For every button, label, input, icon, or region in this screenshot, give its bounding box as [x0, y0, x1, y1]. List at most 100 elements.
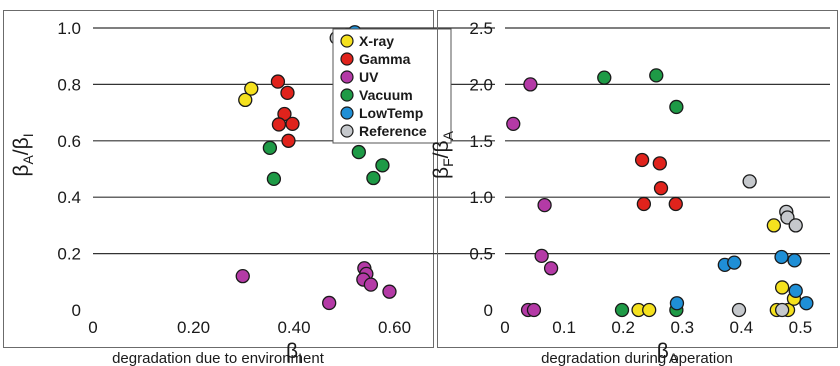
x-tick-label: 0.40	[277, 318, 310, 337]
y-axis-label-part: F	[440, 158, 456, 167]
point-vacuum	[351, 144, 366, 160]
point-x-ray	[766, 218, 782, 233]
legend-marker	[340, 52, 354, 66]
point-reference	[774, 302, 790, 318]
legend-entry: Vacuum	[359, 87, 413, 103]
x-axis-subscript: A	[669, 350, 679, 366]
y-axis-label-part: I	[20, 133, 36, 137]
y-tick-label: 2.0	[469, 75, 493, 94]
point-uv	[363, 277, 379, 292]
y-axis-label-part: A	[20, 155, 36, 165]
y-axis-label-part: β	[10, 137, 33, 149]
point-reference	[731, 302, 747, 318]
point-gamma	[270, 74, 286, 89]
point-vacuum	[366, 170, 381, 186]
y-axis-label: βA/βI	[10, 133, 36, 176]
point-gamma	[281, 133, 296, 148]
point-vacuum	[669, 99, 684, 115]
y-tick-label: 2.5	[469, 19, 493, 38]
panel-frame	[437, 10, 838, 348]
point-gamma	[652, 156, 667, 171]
point-gamma	[634, 152, 650, 168]
x-axis-symbol: β	[286, 340, 298, 363]
point-vacuum	[649, 68, 664, 83]
x-tick-label: 0.3	[670, 318, 694, 337]
legend-marker	[340, 124, 354, 138]
chart-panel-2: 00.51.01.52.02.50 0.1 0.2 0.3 0.4 0.5βAβF/βAd…	[430, 10, 838, 366]
x-axis-subscript: I	[298, 350, 302, 366]
y-axis-label: βF/βA	[430, 130, 456, 179]
point-uv	[235, 269, 250, 284]
point-gamma	[280, 85, 295, 101]
point-gamma	[271, 117, 287, 132]
legend: X-ray Gamma UV Vacuum LowTemp Reference	[332, 28, 452, 144]
point-uv	[526, 302, 542, 318]
point-vacuum	[266, 171, 282, 187]
point-uv	[543, 261, 559, 276]
point-x-ray	[642, 302, 657, 318]
x-tick-label: 0.20	[177, 318, 210, 337]
point-uv	[534, 248, 549, 264]
point-lowtemp	[799, 296, 814, 311]
y-tick-label: 0	[484, 301, 493, 320]
x-tick-label: 0.4	[730, 318, 754, 337]
legend-entry: X-ray	[359, 33, 394, 49]
point-reference	[742, 174, 757, 189]
legend-marker	[340, 88, 354, 102]
point-lowtemp	[774, 249, 789, 265]
point-uv	[382, 284, 397, 299]
y-tick-label: 0	[72, 301, 81, 320]
point-gamma	[636, 196, 652, 212]
x-axis-label: βA	[657, 340, 679, 366]
point-vacuum	[597, 70, 612, 85]
y-tick-label: 0.4	[57, 188, 81, 207]
y-axis-label-part: β	[10, 165, 33, 177]
x-tick-label: 0.60	[378, 318, 411, 337]
y-tick-label: 0.8	[57, 75, 81, 94]
legend-marker	[340, 106, 354, 120]
point-gamma	[285, 116, 300, 132]
legend-entry: Gamma	[359, 51, 411, 67]
point-lowtemp	[788, 283, 803, 298]
point-lowtemp	[787, 253, 802, 268]
point-vacuum	[262, 140, 278, 156]
panel-frame	[3, 10, 434, 348]
y-tick-label: 1.0	[469, 188, 493, 207]
legend-box	[332, 28, 452, 144]
point-lowtemp	[669, 296, 685, 311]
point-uv	[506, 116, 521, 132]
legend-entry: Reference	[359, 123, 427, 139]
point-vacuum	[614, 302, 630, 318]
y-axis-label-part: β	[430, 140, 453, 152]
y-axis-label-part: β	[430, 167, 453, 179]
x-tick-label: 0.1	[552, 318, 576, 337]
x-tick-label: 0.2	[611, 318, 635, 337]
y-axis-label-part: /	[430, 152, 453, 158]
panel-caption: degradation during operation	[541, 350, 733, 366]
x-tick-label: 0	[500, 318, 509, 337]
legend-marker	[340, 70, 354, 84]
x-axis-label: βI	[286, 340, 302, 366]
y-tick-label: 0.6	[57, 132, 81, 151]
y-axis-label-part: /	[10, 149, 33, 155]
point-x-ray	[238, 92, 253, 108]
y-tick-label: 1.5	[469, 132, 493, 151]
point-x-ray	[244, 81, 259, 96]
y-tick-label: 0.2	[57, 245, 81, 264]
chart-panel-1: 00.20.40.60.81.00 0.20 0.40 0.60βIβA/βIdegr…	[3, 10, 495, 366]
legend-entry: UV	[359, 69, 379, 85]
point-vacuum	[375, 158, 390, 173]
legend-entry: LowTemp	[359, 105, 423, 121]
point-uv	[322, 295, 337, 311]
point-gamma	[653, 181, 669, 196]
point-gamma	[668, 196, 683, 212]
x-tick-label: 0	[88, 318, 97, 337]
x-tick-label: 0.5	[789, 318, 813, 337]
point-reference	[788, 218, 803, 233]
panel-caption: degradation due to environment	[112, 350, 325, 366]
x-axis-symbol: β	[657, 340, 669, 363]
y-tick-label: 1.0	[57, 19, 81, 38]
point-uv	[523, 77, 538, 92]
y-tick-label: 0.5	[469, 245, 493, 264]
